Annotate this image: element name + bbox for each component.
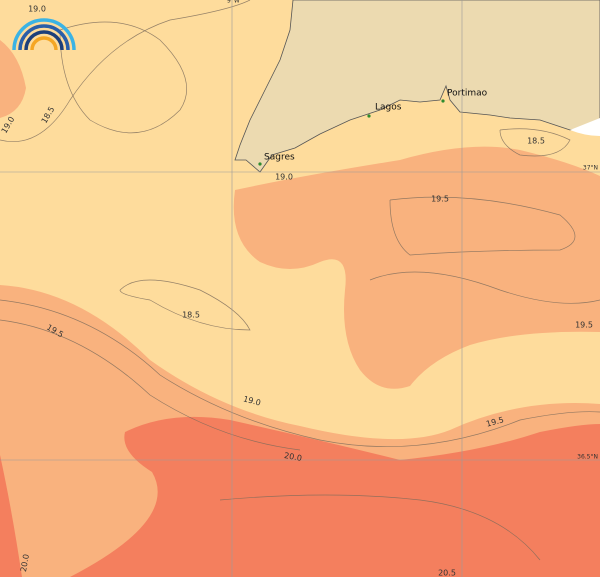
contour-label: 19.0 [28,5,46,14]
contour-line [119,279,251,331]
place-name: Lagos [375,103,402,113]
contour-label: 19.0 [242,394,262,407]
warm-zone [233,146,600,389]
contour-label: 19.5 [431,195,449,204]
place-marker [258,162,262,166]
contour-label: 18.5 [527,137,545,146]
contour-line [369,271,600,304]
land [234,0,600,173]
graticule-label: 36.5°N [577,454,598,461]
contour-line [219,494,541,561]
graticule-label: 37°N [583,165,598,172]
contour-label: 20.0 [19,553,31,572]
place-name: Sagres [264,153,295,163]
contour-label: 20.0 [283,451,302,463]
logo [12,18,76,51]
contour-line [0,319,301,451]
place-name: Portimao [447,89,488,99]
contour-label: 19.5 [485,415,505,428]
contour-line [0,299,600,448]
contour-label: 19.5 [575,321,593,330]
contour-line [59,21,187,134]
place-marker [367,114,371,118]
contour-line [0,0,251,142]
hot-zone [70,416,600,577]
contour-label: 20.5 [438,569,456,577]
contour-line [389,196,576,256]
graticule-label: 9°W [227,0,240,5]
hot-zone [0,455,22,577]
contour-label: 18.5 [182,311,200,320]
no-data [570,118,600,136]
contour-label: 19.0 [275,173,293,182]
place-marker [441,99,445,103]
contour-line [499,128,571,157]
warm-zone [0,40,26,118]
